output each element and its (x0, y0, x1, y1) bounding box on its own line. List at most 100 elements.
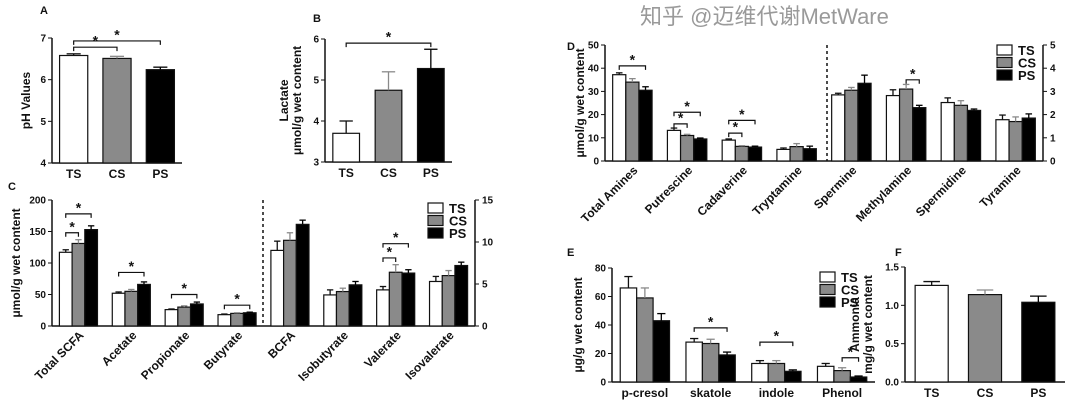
significance-star: * (774, 328, 780, 344)
bar-CS (833, 370, 851, 383)
x-tick-label: PS (152, 167, 168, 181)
significance-bracket (382, 257, 397, 262)
significance-star: * (848, 343, 854, 359)
bar-CS (1008, 120, 1023, 162)
significance-bracket (118, 271, 145, 277)
bar-CS (953, 104, 969, 162)
legend-label: TS (841, 270, 858, 285)
bar-TS (111, 292, 126, 327)
x-tick-label: TS (338, 166, 353, 180)
bar-TS (58, 251, 73, 327)
bar-TS (721, 139, 736, 162)
bar-CS (767, 362, 786, 383)
x-tick-label: Isobutyrate (295, 328, 351, 384)
y-tick-label: 0.5 (885, 339, 899, 350)
legend-label: CS (841, 283, 859, 298)
bar-PS (189, 303, 204, 327)
bar-PS (84, 229, 99, 327)
bar-TS (217, 314, 232, 327)
bar-TS (270, 249, 285, 327)
significance-bracket (65, 213, 92, 218)
y-axis-label: μg/g wet content (571, 277, 585, 372)
significance-star: * (129, 258, 135, 274)
bar-PS (857, 82, 872, 162)
x-tick-label: p-cresol (622, 386, 669, 400)
bar-TS (666, 129, 682, 162)
bar-CS (701, 342, 720, 383)
significance-star: * (678, 109, 684, 125)
bar-PS (242, 312, 257, 327)
legend-label: TS (449, 201, 466, 216)
significance-bracket (73, 46, 118, 52)
x-tick-label: Cadaverine (694, 163, 750, 219)
x-tick-label: Spermine (811, 163, 860, 212)
significance-star: * (630, 51, 636, 67)
panel-C: C 0 50 100 150 200 0 5 10 15 μmol/g wet content Tot… (8, 181, 494, 384)
bar-TS (751, 362, 769, 383)
bar-TS (164, 309, 179, 327)
y-axis-label: mg/g wet content (861, 275, 875, 374)
y-tick-label: 0 (593, 157, 599, 168)
bar-PS (454, 264, 469, 327)
bar-TS (376, 289, 390, 327)
significance-star: * (181, 280, 187, 296)
legend-swatch-PS (996, 69, 1013, 81)
y-tick-label: 20 (595, 349, 607, 360)
legend-swatch-PS (427, 227, 444, 239)
panel-B: B 3 4 5 6 Lactate μmol/g wet content TS CS PS * (277, 13, 452, 180)
significance-star: * (386, 29, 392, 45)
y-tick-label: 1.0 (885, 301, 899, 312)
bar-CS (282, 239, 297, 327)
bar-PS (693, 138, 708, 162)
legend-swatch-CS (996, 56, 1013, 69)
x-tick-label: skatole (690, 386, 732, 400)
significance-bracket (728, 119, 756, 125)
bar-CS (679, 134, 695, 162)
significance-star: * (739, 106, 745, 122)
y-axis-label: Lactate (277, 79, 291, 121)
y-tick-label: 5 (40, 117, 46, 128)
bar-CS (441, 275, 456, 327)
y-axis-label: μmol/g wet content (9, 208, 23, 317)
legend-swatch-TS (996, 44, 1013, 56)
x-tick-label: Putrescine (642, 163, 696, 217)
panel-label: F (895, 247, 902, 259)
panel-E: E 0 20 40 60 80 μg/g wet content p-cresol skatol… (567, 247, 875, 400)
panel-label: A (40, 5, 48, 17)
significance-bracket (673, 111, 701, 117)
bar-PS (652, 320, 671, 383)
x-tick-label: indole (759, 386, 795, 400)
x-tick-label: TS (66, 167, 81, 181)
y-tick-label: 100 (29, 259, 46, 270)
x-tick-label: Butyrate (201, 328, 246, 373)
bar-PS (295, 223, 310, 327)
bar-PS (137, 283, 151, 327)
x-tick-label: Total SCFA (32, 328, 87, 383)
y-tick-label: 20 (588, 110, 600, 121)
significance-bracket (693, 327, 728, 332)
x-tick-label: Acetate (99, 328, 140, 369)
bar-CS (102, 57, 132, 164)
bar-CS (374, 89, 403, 163)
y-tick-label: 0 (600, 378, 606, 389)
bar-CS (71, 242, 86, 327)
x-tick-label: Total Amines (578, 163, 640, 225)
y-axis-label: μmol/g wet content (290, 46, 304, 155)
bar-PS (747, 146, 763, 162)
significance-bracket (345, 42, 432, 48)
legend-swatch-PS (819, 296, 836, 308)
significance-bracket (73, 40, 161, 45)
bar-PS (401, 272, 416, 327)
significance-bracket (841, 357, 860, 362)
y-axis-label: pH Values (19, 71, 33, 129)
y-tick-label: 40 (595, 321, 607, 332)
bar-TS (685, 341, 704, 383)
bar-CS (230, 312, 245, 327)
y-tick-label: 200 (29, 196, 46, 207)
bar-PS (416, 67, 445, 163)
bar-PS (145, 69, 176, 164)
y-tick-label: 30 (588, 87, 600, 98)
